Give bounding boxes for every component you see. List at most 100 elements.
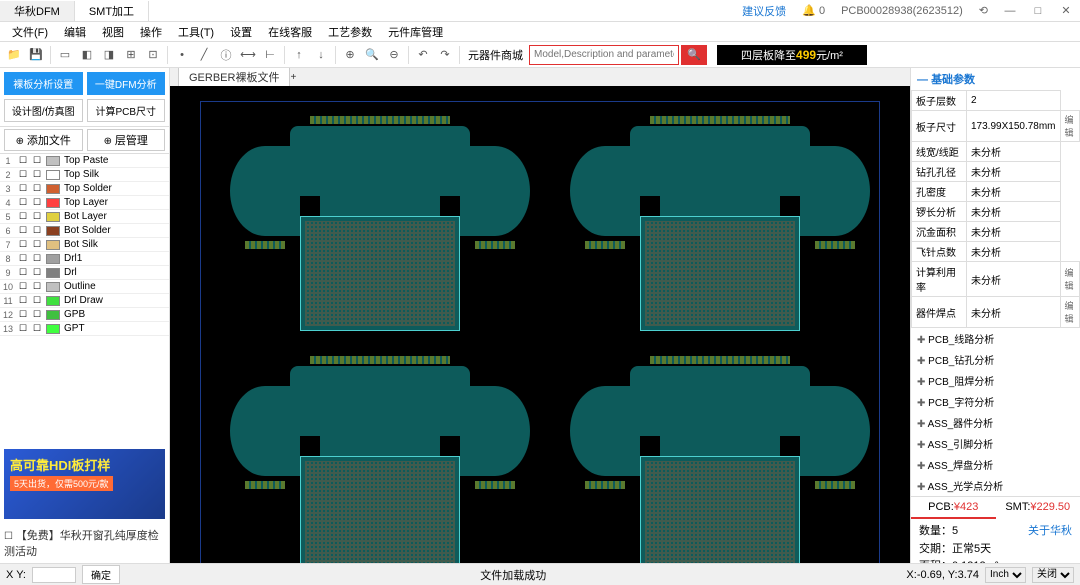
undo-icon[interactable]: ↶ xyxy=(413,45,433,65)
search-button[interactable]: 🔍 xyxy=(681,45,707,65)
menu-action[interactable]: 操作 xyxy=(132,24,170,40)
coords: X:-0.69, Y:3.74 xyxy=(906,569,979,581)
tool-grid-icon[interactable]: ⊞ xyxy=(121,45,141,65)
layer-list: 1☐☐Top Paste2☐☐Top Silk3☐☐Top Solder4☐☐T… xyxy=(0,154,169,445)
bell-icon[interactable]: 🔔 0 xyxy=(794,4,833,17)
file-tabs: GERBER裸板文件 + xyxy=(170,68,910,86)
menu-file[interactable]: 文件(F) xyxy=(4,24,56,40)
design-view-button[interactable]: 设计图/仿真图 xyxy=(4,99,83,122)
expand-section[interactable]: PCB_钻孔分析 xyxy=(911,349,1080,370)
param-row: 计算利用率未分析编辑 xyxy=(912,262,1080,297)
open-icon[interactable]: 📁 xyxy=(4,45,24,65)
dfm-analysis-button[interactable]: 一键DFM分析 xyxy=(87,72,166,95)
expand-section[interactable]: ASS_器件分析 xyxy=(911,412,1080,433)
price-tab-smt[interactable]: SMT:¥229.50 xyxy=(996,497,1080,519)
pcb-viewport[interactable] xyxy=(170,86,910,563)
price-tab-pcb[interactable]: PCB:¥423 xyxy=(911,497,996,519)
zoom-fit-icon[interactable]: ⊕ xyxy=(340,45,360,65)
expand-section[interactable]: PCB_字符分析 xyxy=(911,391,1080,412)
promo-banner[interactable]: 四层板降至499元/m² xyxy=(717,45,867,65)
expand-section[interactable]: ASS_焊盘分析 xyxy=(911,454,1080,475)
minimize-icon[interactable]: — xyxy=(996,5,1024,17)
bare-analysis-button[interactable]: 裸板分析设置 xyxy=(4,72,83,95)
layer-row[interactable]: 4☐☐Top Layer xyxy=(0,196,169,210)
zoom-out-icon[interactable]: ⊖ xyxy=(384,45,404,65)
layer-row[interactable]: 6☐☐Bot Solder xyxy=(0,224,169,238)
params-title: 基础参数 xyxy=(911,68,1080,90)
layer-row[interactable]: 3☐☐Top Solder xyxy=(0,182,169,196)
zoom-in-icon[interactable]: 🔍 xyxy=(362,45,382,65)
menu-support[interactable]: 在线客服 xyxy=(260,24,320,40)
unit-select[interactable]: Inch xyxy=(985,567,1026,583)
menu-edit[interactable]: 编辑 xyxy=(56,24,94,40)
tool-down-icon[interactable]: ↓ xyxy=(311,45,331,65)
layer-row[interactable]: 9☐☐Drl xyxy=(0,266,169,280)
expand-section[interactable]: ASS_引脚分析 xyxy=(911,433,1080,454)
tool-layer2-icon[interactable]: ◨ xyxy=(99,45,119,65)
param-row: 板子层数2 xyxy=(912,91,1080,111)
layer-row[interactable]: 1☐☐Top Paste xyxy=(0,154,169,168)
param-row: 板子尺寸173.99X150.78mm编辑 xyxy=(912,111,1080,142)
layer-row[interactable]: 11☐☐Drl Draw xyxy=(0,294,169,308)
tool-layer1-icon[interactable]: ◧ xyxy=(77,45,97,65)
menu-settings[interactable]: 设置 xyxy=(222,24,260,40)
app-tab-dfm[interactable]: 华秋DFM xyxy=(0,1,75,21)
toolbar: 📁 💾 ▭ ◧ ◨ ⊞ ⊡ • ╱ ⓘ ⟷ ⊢ ↑ ↓ ⊕ 🔍 ⊖ ↶ ↷ 元器… xyxy=(0,42,1080,68)
menu-view[interactable]: 视图 xyxy=(94,24,132,40)
xy-confirm-button[interactable]: 确定 xyxy=(82,565,120,584)
file-tab[interactable]: GERBER裸板文件 xyxy=(178,68,290,87)
expand-section[interactable]: ASS_光学点分析 xyxy=(911,475,1080,496)
tool-measure-icon[interactable]: ⟷ xyxy=(238,45,258,65)
param-row: 线宽/线距未分析 xyxy=(912,142,1080,162)
tool-dim-icon[interactable]: ⊢ xyxy=(260,45,280,65)
price-tabs: PCB:¥423 SMT:¥229.50 xyxy=(911,496,1080,519)
layer-row[interactable]: 12☐☐GPB xyxy=(0,308,169,322)
edit-link[interactable]: 编辑 xyxy=(1060,111,1079,142)
menu-process[interactable]: 工艺参数 xyxy=(320,24,380,40)
edit-link[interactable]: 编辑 xyxy=(1060,297,1079,328)
layer-row[interactable]: 8☐☐Drl1 xyxy=(0,252,169,266)
xy-input[interactable] xyxy=(32,567,76,583)
add-file-button[interactable]: ⊕ 添加文件 xyxy=(4,129,83,151)
calc-size-button[interactable]: 计算PCB尺寸 xyxy=(87,99,166,122)
left-panel: 裸板分析设置 一键DFM分析 设计图/仿真图 计算PCB尺寸 ⊕ 添加文件 ⊕ … xyxy=(0,68,170,563)
tool-line-icon[interactable]: ╱ xyxy=(194,45,214,65)
param-row: 器件焊点未分析编辑 xyxy=(912,297,1080,328)
price-info: 数量：5关于华秋 交期：正常5天 面积：0.1312m² 原价：¥433，省¥1… xyxy=(911,519,1080,563)
sync-icon[interactable]: ⟲ xyxy=(971,4,996,17)
menu-tools[interactable]: 工具(T) xyxy=(170,24,222,40)
tool-view-icon[interactable]: ⊡ xyxy=(143,45,163,65)
search-input[interactable] xyxy=(529,45,679,65)
status-msg: 文件加载成功 xyxy=(480,567,546,583)
tool-point-icon[interactable]: • xyxy=(172,45,192,65)
layer-row[interactable]: 7☐☐Bot Silk xyxy=(0,238,169,252)
ad-banner[interactable]: 高可靠HDI板打样 5天出货，仅需500元/款 xyxy=(4,449,165,519)
close-icon[interactable]: ✕ xyxy=(1052,4,1080,17)
about-link[interactable]: 关于华秋 xyxy=(1028,523,1072,541)
save-icon[interactable]: 💾 xyxy=(26,45,46,65)
app-tab-smt[interactable]: SMT加工 xyxy=(75,1,149,21)
maximize-icon[interactable]: □ xyxy=(1024,5,1052,17)
expand-section[interactable]: PCB_阻焊分析 xyxy=(911,370,1080,391)
expand-section[interactable]: PCB_线路分析 xyxy=(911,328,1080,349)
layer-row[interactable]: 2☐☐Top Silk xyxy=(0,168,169,182)
right-panel: 基础参数 板子层数2板子尺寸173.99X150.78mm编辑线宽/线距未分析钻… xyxy=(910,68,1080,563)
redo-icon[interactable]: ↷ xyxy=(435,45,455,65)
feedback-link[interactable]: 建议反馈 xyxy=(734,3,794,19)
layer-row[interactable]: 5☐☐Bot Layer xyxy=(0,210,169,224)
tool-info-icon[interactable]: ⓘ xyxy=(216,45,236,65)
snap-select[interactable]: 关闭 xyxy=(1032,567,1074,583)
params-table: 板子层数2板子尺寸173.99X150.78mm编辑线宽/线距未分析钻孔孔径未分… xyxy=(911,90,1080,328)
edit-link[interactable]: 编辑 xyxy=(1060,262,1079,297)
param-row: 飞针点数未分析 xyxy=(912,242,1080,262)
layer-manage-button[interactable]: ⊕ 层管理 xyxy=(87,129,166,151)
layer-row[interactable]: 13☐☐GPT xyxy=(0,322,169,336)
param-row: 孔密度未分析 xyxy=(912,182,1080,202)
menu-library[interactable]: 元件库管理 xyxy=(380,24,451,40)
ad-link[interactable]: ☐ 【免费】华秋开窗孔纯厚度检测活动 xyxy=(0,523,169,563)
layer-row[interactable]: 10☐☐Outline xyxy=(0,280,169,294)
param-row: 沉金面积未分析 xyxy=(912,222,1080,242)
tool-select-icon[interactable]: ▭ xyxy=(55,45,75,65)
tool-up-icon[interactable]: ↑ xyxy=(289,45,309,65)
param-row: 钻孔孔径未分析 xyxy=(912,162,1080,182)
